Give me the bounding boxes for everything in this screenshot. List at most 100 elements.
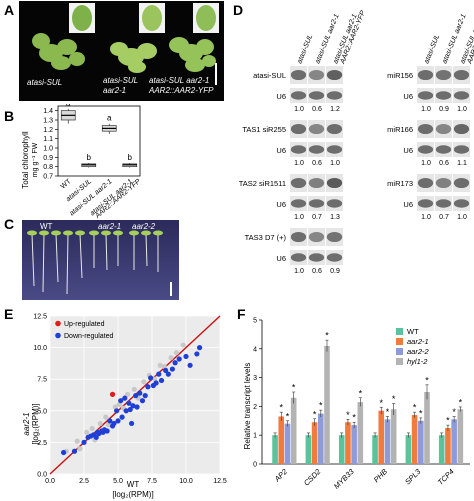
panel-f-significance-star: * <box>359 388 363 398</box>
panel-e-point <box>139 398 146 404</box>
panel-d-right-ratio: 1.0 <box>457 214 467 221</box>
panel-e-point <box>168 355 174 361</box>
panel-d-right-control-lane-band <box>417 91 434 100</box>
panel-b-chart: Total chlorophyll mg g⁻¹ FW 1.4 1.3 1.2 1.1… <box>21 104 142 220</box>
panel-e-point <box>158 377 165 384</box>
panel-f-significance-star: * <box>425 375 429 385</box>
panel-e-point <box>157 362 163 368</box>
panel-d-right-control-lane-band <box>453 145 470 154</box>
panel-d-left-probe-lane-band <box>290 177 307 189</box>
panel-f-bar <box>290 397 297 464</box>
panel-d-right-control-lane-band <box>435 91 452 100</box>
panel-d-right-probe-lane-band <box>435 69 452 81</box>
panel-f-ytick-label: 4 <box>253 346 257 353</box>
panel-f-ytick-label: 1 <box>253 433 257 440</box>
panel-f-bar <box>424 392 430 464</box>
panel-e-point <box>127 406 133 413</box>
panel-d-right-ratio: 0.6 <box>439 160 449 167</box>
panel-d-left-probe-lane-band <box>326 123 343 135</box>
panel-d-left-probe-label: TAS2 siR1511 <box>239 179 286 188</box>
panel-d-right-column-header: atasi-SUL <box>423 34 441 65</box>
panel-d-left-probe-lane-band <box>326 177 343 189</box>
panel-f-bar <box>324 345 330 464</box>
panel-f-legend-label: hyl1-2 <box>407 357 428 366</box>
panel-d-left-ratio: 1.0 <box>294 214 304 221</box>
panel-f-bar <box>372 435 378 464</box>
panel-e-point <box>156 371 162 377</box>
panel-d-right-ratio: 0.7 <box>439 214 449 221</box>
panel-e-xtick-label: 5.0 <box>113 478 123 485</box>
panel-e-legend-marker <box>55 320 61 327</box>
panel-f-legend-swatch <box>396 348 403 355</box>
panel-e-point <box>115 418 121 424</box>
panel-f-bar <box>457 409 464 464</box>
panel-b-xlabel: WT <box>60 178 73 191</box>
panel-b-sig-letter: a <box>66 104 71 108</box>
panel-d-right-control-lane-band <box>453 91 470 100</box>
panel-d-left-control-lane-band <box>290 199 307 208</box>
panel-f-legend-swatch <box>396 328 403 335</box>
panel-e-ytick-label: 5.0 <box>37 408 47 415</box>
panel-e-point <box>118 398 124 404</box>
panel-d-left-ratio: 1.0 <box>294 106 304 113</box>
panel-d-right-control-lane-band <box>417 199 434 208</box>
panel-e-point <box>187 362 193 368</box>
panel-d-left-ratio: 0.9 <box>330 268 340 275</box>
panel-f-legend-label: WT <box>407 327 419 336</box>
panel-f-category-label: SPL3 <box>403 466 423 486</box>
panel-d-left-probe-lane-band <box>326 231 343 243</box>
panel-a-label-1: atasi-SUL <box>27 78 62 87</box>
panel-e-point <box>176 356 182 362</box>
panel-e-point <box>109 391 116 397</box>
panel-f-bar <box>305 435 312 464</box>
panel-f-significance-star: * <box>386 407 390 417</box>
panel-f-bar <box>272 435 278 464</box>
panel-d-left-ratio: 1.0 <box>294 268 304 275</box>
panel-e-point <box>183 353 189 360</box>
panel-b-ylabel-1: Total chlorophyll <box>21 131 30 189</box>
panel-e-point <box>163 367 169 373</box>
panel-d-left-probe-label: TAS1 siR255 <box>242 125 286 134</box>
panel-f-bar <box>451 419 457 464</box>
panel-e-point <box>103 414 109 420</box>
panel-c-photo: WT aar2-1 aar2-2 <box>22 220 179 300</box>
panel-f-legend-swatch <box>396 358 403 365</box>
panel-f-letter: F <box>237 306 246 322</box>
panel-e-point <box>137 390 143 396</box>
panel-e-point <box>134 404 140 410</box>
panel-d-left-probe-lane-band <box>308 69 325 81</box>
panel-d-left-control-label: U6 <box>276 92 286 101</box>
panel-e-xtick-label: 12.5 <box>213 478 227 485</box>
panel-e-point <box>145 384 151 390</box>
panel-b-ytick-label: 0.9 <box>43 155 53 162</box>
panel-e-point <box>194 351 200 357</box>
panel-f-legend-label: aar2-1 <box>407 337 429 346</box>
panel-d-left-probe-lane-band <box>290 123 307 135</box>
panel-f-bar <box>438 435 445 464</box>
panel-d-left-ratio: 0.7 <box>312 214 322 221</box>
panel-e-point <box>142 393 148 399</box>
panel-b-ytick-label: 1.2 <box>43 127 53 134</box>
panel-a-label-2: atasi-SUL <box>103 76 138 85</box>
panel-d-right-control-label: U6 <box>403 92 413 101</box>
panel-d-left-ratio: 1.2 <box>330 106 340 113</box>
panel-f-significance-star: * <box>459 397 463 407</box>
panel-e-point <box>169 366 175 372</box>
panel-d-right-control-lane-band <box>435 199 452 208</box>
panel-f-significance-star: * <box>346 410 350 420</box>
panel-f-bar <box>390 409 397 464</box>
panel-f-bar <box>411 415 418 464</box>
panel-e-point <box>122 395 128 401</box>
panel-d-left-ratio: 0.6 <box>312 268 322 275</box>
panel-e-point <box>153 380 159 386</box>
panel-f-bar <box>345 422 351 464</box>
panel-d-left-ratio: 1.0 <box>294 160 304 167</box>
panel-b-axes <box>57 105 141 177</box>
panel-f-bar <box>351 425 357 464</box>
panel-a-label-5: AAR2::AAR2-YFP <box>148 86 214 95</box>
panel-e-ytick-label: 10.0 <box>33 345 47 352</box>
panel-d-left-control-lane-band <box>326 145 343 154</box>
panel-d-left-control-label: U6 <box>276 146 286 155</box>
panel-d-right-probe-lane-band <box>417 177 434 189</box>
panel-c-label-wt: WT <box>40 222 53 231</box>
